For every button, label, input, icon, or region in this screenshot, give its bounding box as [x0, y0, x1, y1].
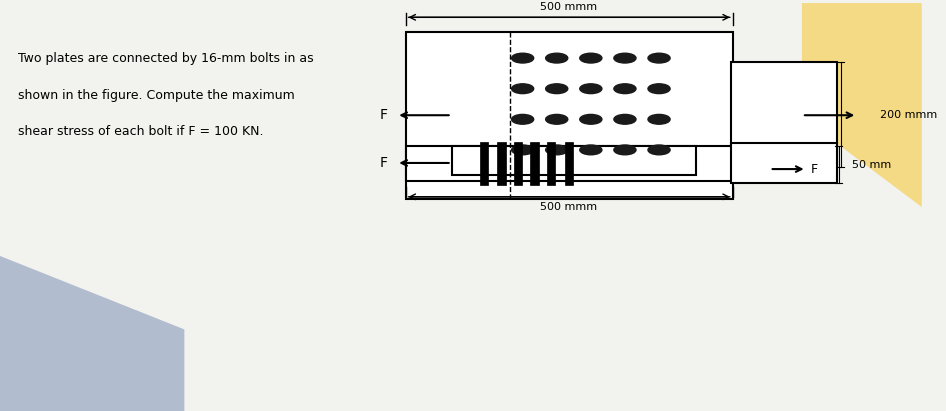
Text: Two plates are connected by 16-mm bolts in as: Two plates are connected by 16-mm bolts … [18, 52, 314, 65]
Text: F: F [379, 108, 387, 122]
Circle shape [614, 114, 636, 124]
Bar [451, 146, 696, 175]
Circle shape [512, 114, 534, 124]
Bar [565, 142, 573, 185]
Circle shape [648, 114, 670, 124]
Bar [498, 142, 505, 185]
Text: 500 mmm: 500 mmm [540, 202, 597, 212]
Bar [480, 142, 488, 185]
Circle shape [546, 84, 568, 94]
Bar [547, 142, 555, 185]
Circle shape [512, 145, 534, 155]
Bar [731, 143, 837, 183]
Circle shape [648, 53, 670, 63]
Text: 500 mmm: 500 mmm [540, 2, 597, 12]
Circle shape [580, 114, 602, 124]
Circle shape [614, 145, 636, 155]
Bar [406, 32, 733, 199]
Circle shape [512, 53, 534, 63]
Text: 50 mm: 50 mm [851, 159, 891, 170]
Text: F: F [379, 156, 387, 170]
Bar [731, 62, 837, 168]
Text: 200 mmm: 200 mmm [881, 110, 937, 120]
Circle shape [546, 114, 568, 124]
Circle shape [546, 53, 568, 63]
Text: shear stress of each bolt if F = 100 KN.: shear stress of each bolt if F = 100 KN. [18, 125, 264, 139]
Text: F: F [811, 163, 818, 175]
Circle shape [580, 53, 602, 63]
Text: shown in the figure. Compute the maximum: shown in the figure. Compute the maximum [18, 89, 295, 102]
Circle shape [614, 53, 636, 63]
Polygon shape [0, 256, 184, 411]
Bar [514, 142, 522, 185]
Circle shape [512, 84, 534, 94]
Bar [406, 146, 733, 180]
Circle shape [580, 84, 602, 94]
Polygon shape [802, 3, 921, 207]
Circle shape [648, 145, 670, 155]
Circle shape [614, 84, 636, 94]
Circle shape [546, 145, 568, 155]
Bar [531, 142, 539, 185]
Circle shape [648, 84, 670, 94]
Circle shape [580, 145, 602, 155]
